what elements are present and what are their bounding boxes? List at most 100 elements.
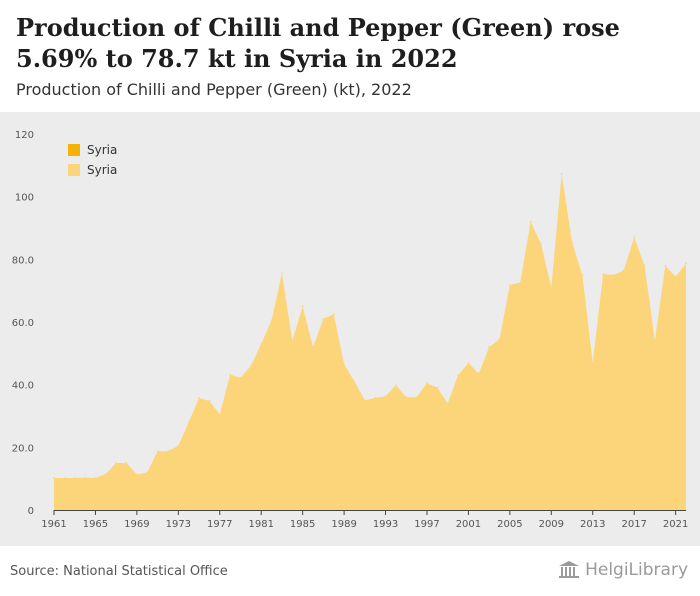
brand-logo[interactable]: HelgiLibrary (558, 560, 688, 580)
data-point (187, 421, 190, 424)
data-point (508, 284, 511, 286)
data-point (104, 473, 107, 475)
x-tick-label: 2013 (580, 519, 605, 530)
data-point (343, 363, 345, 366)
data-point (363, 399, 366, 402)
data-point (198, 396, 200, 399)
data-point (654, 339, 656, 342)
data-point (633, 236, 636, 239)
data-point (540, 242, 542, 245)
y-tick-label: 60.0 (12, 318, 34, 329)
data-point (622, 269, 625, 272)
data-point (685, 262, 687, 265)
x-tick-label: 1977 (207, 519, 232, 530)
data-point (270, 319, 273, 322)
x-tick-label: 1997 (414, 519, 439, 530)
data-point (208, 400, 211, 402)
legend-swatch (68, 144, 80, 156)
data-point (94, 477, 97, 479)
data-point (156, 450, 159, 452)
x-tick-label: 1989 (331, 519, 356, 530)
series-area (54, 173, 686, 510)
brand-name: HelgiLibrary (585, 560, 688, 580)
data-point (612, 274, 615, 276)
data-point (415, 396, 418, 399)
data-point (457, 374, 459, 377)
x-tick-label: 1985 (290, 519, 315, 530)
data-point (384, 395, 387, 398)
data-point (53, 477, 55, 479)
x-tick-label: 1993 (373, 519, 398, 530)
x-tick-label: 2005 (497, 519, 522, 530)
data-point (529, 220, 532, 223)
data-point (488, 346, 491, 348)
data-point (602, 273, 605, 275)
data-point (643, 264, 646, 267)
data-point (571, 241, 573, 244)
chart-subtitle: Production of Chilli and Pepper (Green) … (16, 80, 412, 99)
data-point (115, 462, 118, 464)
chart-footer: Source: National Statistical Office Helg… (0, 546, 700, 596)
legend-label: Syria (87, 163, 118, 177)
data-point (291, 339, 294, 342)
y-tick-label: 40.0 (12, 381, 34, 392)
x-tick-label: 2001 (456, 519, 481, 530)
data-point (591, 361, 594, 364)
data-point (467, 361, 470, 364)
y-tick-label: 0 (28, 506, 34, 517)
data-point (135, 473, 138, 476)
legend-label: Syria (87, 143, 118, 157)
data-point (395, 384, 397, 387)
data-point (73, 477, 76, 479)
x-tick-label: 2017 (621, 519, 646, 530)
data-point (519, 281, 522, 284)
data-point (322, 317, 325, 320)
y-tick-label: 20.0 (12, 443, 34, 454)
data-point (301, 305, 304, 308)
data-point (84, 476, 86, 479)
data-point (560, 172, 563, 175)
chart-title: Production of Chilli and Pepper (Green) … (16, 13, 620, 73)
data-point (353, 380, 356, 383)
data-point (374, 396, 377, 399)
data-point (249, 364, 252, 367)
x-tick-label: 2009 (539, 519, 564, 530)
data-point (312, 346, 314, 348)
data-point (446, 402, 449, 405)
data-point (229, 373, 232, 376)
data-point (674, 275, 677, 278)
data-point (332, 313, 335, 316)
data-point (260, 343, 263, 345)
data-point (426, 382, 428, 384)
x-tick-label: 1981 (248, 519, 273, 530)
data-point (281, 272, 283, 275)
y-tick-label: 100 (15, 193, 34, 204)
y-tick-label: 120 (15, 130, 34, 141)
data-point (218, 413, 221, 416)
y-tick-label: 80.0 (12, 255, 34, 266)
data-point (146, 471, 149, 474)
data-point (63, 477, 66, 479)
x-tick-label: 2021 (663, 519, 688, 530)
legend-item: Syria (68, 160, 117, 180)
legend: Syria Syria (68, 140, 117, 180)
library-icon (559, 561, 580, 578)
data-point (436, 386, 439, 389)
chart-header: Production of Chilli and Pepper (Green) … (0, 0, 700, 112)
data-point (664, 264, 667, 267)
legend-item: Syria (68, 140, 117, 160)
plot-area: 0 20.0 40.0 60.0 80.0 100 120 1961 1965 1969 1973 1… (0, 112, 700, 546)
legend-swatch (68, 164, 80, 176)
x-tick-label: 1961 (41, 519, 66, 530)
area-chart: 0 20.0 40.0 60.0 80.0 100 120 1961 1965 1969 1973 1… (12, 130, 689, 530)
data-point (239, 376, 242, 379)
data-point (125, 462, 128, 464)
data-point (405, 396, 408, 399)
x-tick-label: 1969 (124, 519, 149, 530)
data-point (581, 274, 584, 276)
data-point (498, 338, 501, 341)
source-note: Source: National Statistical Office (10, 564, 228, 579)
x-tick-label: 1965 (83, 519, 108, 530)
data-point (550, 286, 553, 289)
data-point (177, 444, 180, 447)
